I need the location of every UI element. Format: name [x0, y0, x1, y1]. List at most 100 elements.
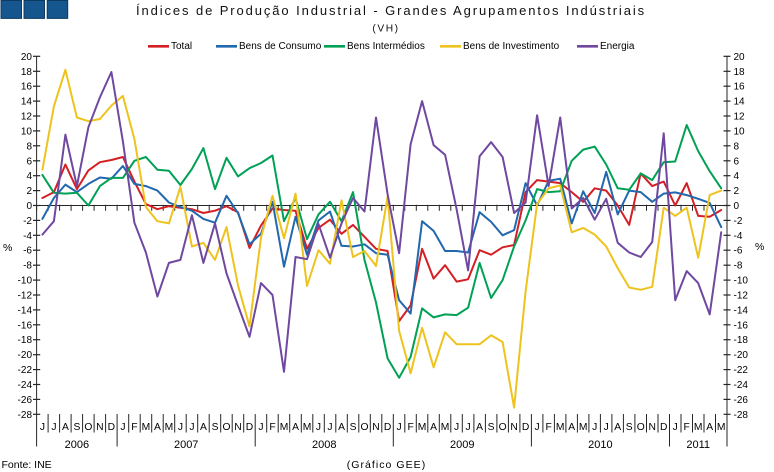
svg-text:N: N: [648, 422, 655, 433]
svg-text:4: 4: [734, 171, 740, 182]
svg-text:D: D: [108, 422, 115, 433]
svg-text:6: 6: [734, 156, 740, 167]
svg-text:Bens Intermédios: Bens Intermédios: [347, 41, 425, 52]
svg-text:-26: -26: [734, 395, 749, 406]
svg-text:18: 18: [21, 67, 33, 78]
svg-text:0: 0: [734, 201, 740, 212]
svg-text:D: D: [384, 422, 391, 433]
svg-text:A: A: [476, 422, 483, 433]
svg-text:Bens de Investimento: Bens de Investimento: [463, 41, 560, 52]
svg-text:A: A: [200, 422, 207, 433]
svg-text:10: 10: [734, 126, 746, 137]
svg-text:8: 8: [26, 141, 32, 152]
svg-text:16: 16: [734, 82, 746, 93]
svg-text:A: A: [706, 422, 713, 433]
svg-text:18: 18: [734, 67, 746, 78]
svg-text:(Gráfico GEE): (Gráfico GEE): [347, 459, 427, 471]
svg-text:-2: -2: [734, 216, 743, 227]
svg-text:O: O: [360, 422, 368, 433]
svg-text:2010: 2010: [588, 439, 612, 451]
svg-text:O: O: [84, 422, 92, 433]
svg-text:-6: -6: [23, 246, 32, 257]
svg-text:N: N: [234, 422, 241, 433]
svg-text:-22: -22: [18, 365, 33, 376]
svg-text:J: J: [535, 422, 540, 433]
svg-text:J: J: [604, 422, 609, 433]
svg-text:S: S: [488, 422, 495, 433]
svg-text:M: M: [418, 422, 427, 433]
svg-text:20: 20: [734, 52, 746, 63]
svg-text:F: F: [269, 422, 275, 433]
svg-text:A: A: [154, 422, 161, 433]
svg-text:14: 14: [734, 97, 746, 108]
svg-text:A: A: [292, 422, 299, 433]
svg-text:-16: -16: [18, 320, 33, 331]
svg-text:2011: 2011: [686, 439, 710, 451]
svg-text:J: J: [120, 422, 125, 433]
svg-text:A: A: [62, 422, 69, 433]
svg-text:J: J: [258, 422, 263, 433]
svg-text:J: J: [178, 422, 183, 433]
svg-text:J: J: [397, 422, 402, 433]
svg-text:-24: -24: [18, 380, 33, 391]
svg-text:2007: 2007: [174, 439, 198, 451]
svg-text:-26: -26: [18, 395, 33, 406]
svg-text:2006: 2006: [65, 439, 89, 451]
svg-text:N: N: [372, 422, 379, 433]
svg-text:J: J: [40, 422, 45, 433]
svg-text:J: J: [673, 422, 678, 433]
svg-text:0: 0: [26, 201, 32, 212]
svg-text:-28: -28: [734, 410, 749, 421]
svg-text:16: 16: [21, 82, 33, 93]
svg-text:M: M: [142, 422, 151, 433]
svg-text:Total: Total: [171, 41, 192, 52]
svg-text:-12: -12: [18, 291, 33, 302]
svg-text:Índices de Produção Industrial: Índices de Produção Industrial - Grandes…: [136, 3, 646, 18]
svg-text:-16: -16: [734, 320, 749, 331]
svg-text:2: 2: [734, 186, 740, 197]
svg-text:-6: -6: [734, 246, 743, 257]
svg-text:-20: -20: [734, 350, 749, 361]
svg-text:2008: 2008: [312, 439, 336, 451]
svg-text:N: N: [510, 422, 517, 433]
svg-text:M: M: [579, 422, 588, 433]
svg-text:S: S: [212, 422, 219, 433]
svg-text:F: F: [684, 422, 690, 433]
svg-text:-18: -18: [734, 335, 749, 346]
svg-text:M: M: [280, 422, 289, 433]
svg-text:-4: -4: [734, 231, 743, 242]
svg-text:10: 10: [21, 126, 33, 137]
svg-text:A: A: [614, 422, 621, 433]
svg-text:-10: -10: [734, 276, 749, 287]
svg-text:D: D: [522, 422, 529, 433]
svg-text:%: %: [3, 242, 12, 254]
svg-text:O: O: [499, 422, 507, 433]
svg-text:J: J: [466, 422, 471, 433]
svg-text:M: M: [165, 422, 174, 433]
svg-text:8: 8: [734, 141, 740, 152]
svg-text:F: F: [407, 422, 413, 433]
svg-text:-14: -14: [18, 305, 33, 316]
svg-text:A: A: [338, 422, 345, 433]
svg-text:M: M: [717, 422, 726, 433]
svg-text:4: 4: [26, 171, 32, 182]
svg-text:-10: -10: [18, 276, 33, 287]
svg-text:J: J: [51, 422, 56, 433]
svg-text:J: J: [316, 422, 321, 433]
svg-text:M: M: [694, 422, 703, 433]
svg-text:-18: -18: [18, 335, 33, 346]
svg-text:S: S: [350, 422, 357, 433]
svg-text:O: O: [222, 422, 230, 433]
svg-text:D: D: [660, 422, 667, 433]
svg-text:D: D: [246, 422, 253, 433]
svg-text:12: 12: [21, 112, 33, 123]
svg-text:M: M: [303, 422, 312, 433]
svg-text:2: 2: [26, 186, 32, 197]
svg-text:-2: -2: [23, 216, 32, 227]
svg-text:S: S: [626, 422, 633, 433]
svg-text:N: N: [96, 422, 103, 433]
svg-text:12: 12: [734, 112, 746, 123]
svg-text:6: 6: [26, 156, 32, 167]
svg-text:Energia: Energia: [600, 41, 635, 52]
svg-text:-20: -20: [18, 350, 33, 361]
